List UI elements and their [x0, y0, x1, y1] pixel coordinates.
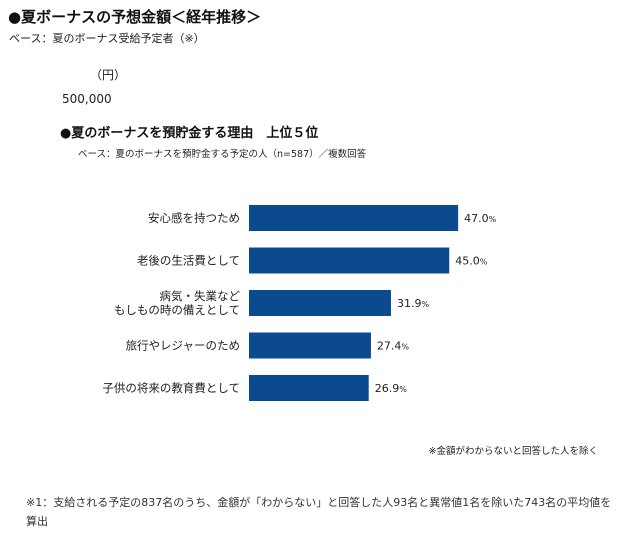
footnote: ※1：支給される予定の837名のうち、金額が「わからない」と回答した人93名と異…: [26, 496, 612, 528]
value-label-1: 47.0%: [464, 212, 497, 225]
category-label-2: 老後の生活費として: [137, 254, 240, 268]
value-label-4: 27.4%: [377, 340, 410, 353]
category-label-4: 旅行やレジャーのため: [126, 339, 240, 353]
chart-base-note: ベース：夏のボーナスを預貯金する予定の人（n=587）／複数回答: [78, 149, 367, 160]
chart-title: ●夏のボーナスを預貯金する理由 上位５位: [60, 126, 319, 141]
main-base-note: ベース：夏のボーナス受給予定者（※）: [9, 32, 205, 45]
yen-unit-label: （円）: [90, 68, 127, 82]
savings-reasons-bar-chart: 安心感を持つため 47.0% 老後の生活費として 45.0% 病気・失業などもしもの時の…: [102, 205, 497, 401]
yen-value-label: 500,000: [62, 92, 112, 106]
bar-2: [249, 247, 450, 274]
bar-1: [249, 205, 459, 231]
bar-5: [249, 375, 369, 401]
bar-4: [249, 332, 371, 359]
value-label-3: 31.9%: [397, 297, 430, 310]
category-label-1: 安心感を持つため: [148, 211, 240, 225]
exclusion-note: ※金額がわからないと回答した人を除く: [428, 446, 598, 457]
bar-3: [249, 290, 391, 316]
value-label-2: 45.0%: [455, 255, 488, 268]
value-label-5: 26.9%: [375, 382, 408, 395]
main-title: ●夏ボーナスの予想金額＜経年推移＞: [8, 8, 262, 26]
category-label-3: 病気・失業などもしもの時の備えとして: [114, 289, 241, 317]
category-label-5: 子供の将来の教育費として: [102, 381, 240, 395]
